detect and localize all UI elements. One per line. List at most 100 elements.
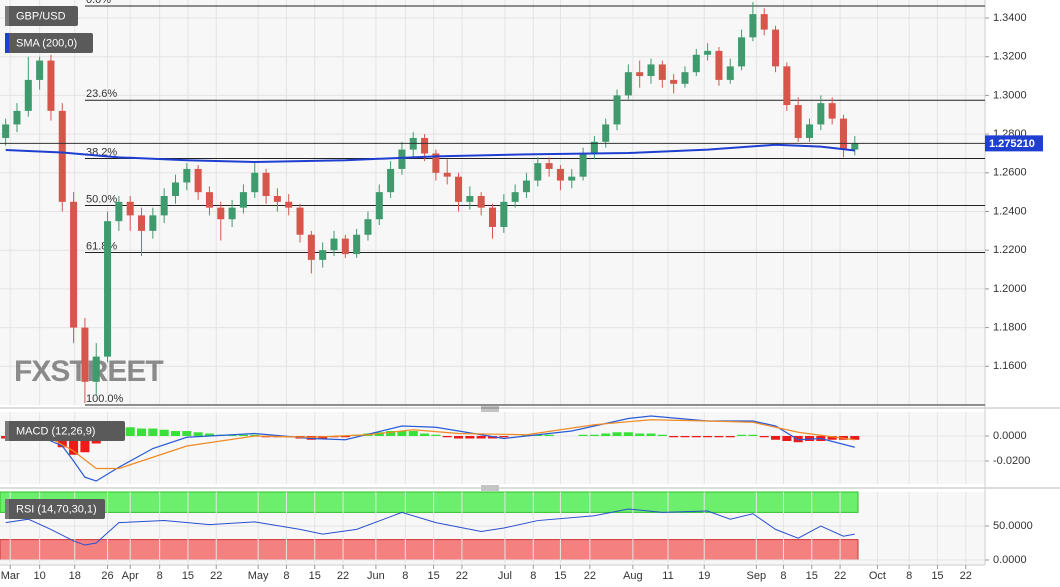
histogram-bar (204, 433, 214, 436)
last-price-label: 1.275210 (989, 138, 1035, 150)
y-tick-label: 1.1800 (993, 322, 1027, 334)
candle-body (217, 207, 225, 220)
y-tick-label: 1.2200 (993, 244, 1027, 256)
histogram-bar (850, 436, 860, 440)
candle-body (307, 234, 315, 260)
x-tick-label: 15 (309, 570, 321, 582)
histogram-bar (57, 436, 67, 448)
price-panel (0, 0, 985, 405)
candle-body (81, 327, 89, 382)
x-tick-label: 22 (960, 570, 972, 582)
x-tick-label: Aug (623, 570, 643, 582)
histogram-bar (136, 428, 147, 436)
resize-handle[interactable] (481, 485, 499, 491)
candle-body (534, 163, 542, 181)
fib-label: 23.6% (86, 88, 117, 100)
candle-body (171, 182, 179, 197)
candle-body (817, 103, 825, 125)
candle-body (194, 168, 202, 193)
candle-body (715, 50, 723, 80)
x-tick-label: Sep (747, 570, 767, 582)
histogram-bar (69, 436, 79, 455)
histogram-bar (397, 431, 407, 436)
x-tick-label: 15 (554, 570, 566, 582)
candle-body (36, 60, 44, 80)
candle-body (104, 221, 112, 357)
y-tick-label: 1.2400 (993, 205, 1027, 217)
histogram-bar (544, 434, 554, 436)
candle-body (228, 207, 236, 220)
legend-label: SMA (200,0) (16, 37, 77, 49)
histogram-bar (408, 431, 418, 436)
x-tick-label: 22 (456, 570, 468, 582)
candle-body (296, 207, 304, 235)
histogram-bar (238, 434, 248, 436)
candle-body (115, 201, 123, 222)
candle-body (47, 60, 55, 111)
histogram-bar (714, 436, 724, 438)
candle-body (421, 137, 429, 154)
candle-body (273, 196, 281, 202)
histogram-bar (193, 432, 203, 436)
candle-body (262, 172, 270, 197)
histogram-bar (623, 432, 633, 436)
histogram-bar (431, 434, 441, 436)
legend-label: MACD (12,26,9) (16, 425, 95, 437)
candle-body (488, 207, 497, 227)
y-tick-label: -0.0200 (993, 455, 1030, 467)
histogram-bar (680, 436, 690, 438)
histogram-bar (782, 436, 792, 441)
candle-body (522, 180, 530, 193)
x-tick-label: 22 (584, 570, 596, 582)
candle-body (613, 95, 621, 125)
candle-body (579, 153, 587, 177)
candle-body (772, 29, 780, 67)
histogram-bar (148, 428, 158, 436)
candle-body (794, 105, 802, 138)
histogram-bar (748, 434, 758, 436)
macd-panel (0, 412, 985, 484)
candle-body (24, 79, 32, 111)
histogram-bar (635, 433, 645, 436)
histogram-bar (725, 436, 735, 438)
histogram-bar (306, 436, 316, 440)
x-tick-label: 10 (34, 570, 46, 582)
candle-body (285, 201, 293, 208)
candle-body (375, 192, 383, 220)
candle-body (760, 14, 768, 30)
histogram-bar (465, 436, 475, 439)
x-tick-label: 15 (182, 570, 194, 582)
histogram-bar (589, 434, 599, 436)
candle-body (545, 163, 553, 169)
x-tick-label: 18 (69, 570, 81, 582)
histogram-bar (578, 434, 588, 436)
candle-body (432, 153, 440, 173)
fib-label: 61.8% (86, 240, 117, 252)
last-price-box (985, 135, 1043, 152)
x-tick-label: Mar (1, 570, 20, 582)
candle-body (92, 356, 100, 382)
overbought-band (0, 491, 859, 513)
x-tick-label: 26 (101, 570, 113, 582)
candle-body (806, 124, 814, 138)
y-tick-label: 0.0000 (993, 554, 1027, 566)
histogram-bar (691, 436, 701, 438)
histogram-bar (487, 436, 498, 439)
candle-body (636, 72, 644, 77)
candle-body (13, 110, 21, 125)
resize-handle[interactable] (481, 406, 499, 412)
legend-box (5, 6, 78, 26)
x-tick-label: Oct (869, 570, 886, 582)
x-tick-label: Jul (498, 570, 512, 582)
candle-body (500, 201, 508, 227)
candle-body (330, 238, 338, 251)
histogram-bar (386, 431, 396, 436)
candle-body (477, 196, 485, 208)
candle-body (590, 141, 598, 154)
y-tick-label: 1.1600 (993, 360, 1027, 372)
candle-body (704, 50, 712, 55)
x-tick-label: 8 (906, 570, 912, 582)
x-tick-label: 8 (283, 570, 289, 582)
y-tick-label: 1.3400 (993, 12, 1027, 24)
